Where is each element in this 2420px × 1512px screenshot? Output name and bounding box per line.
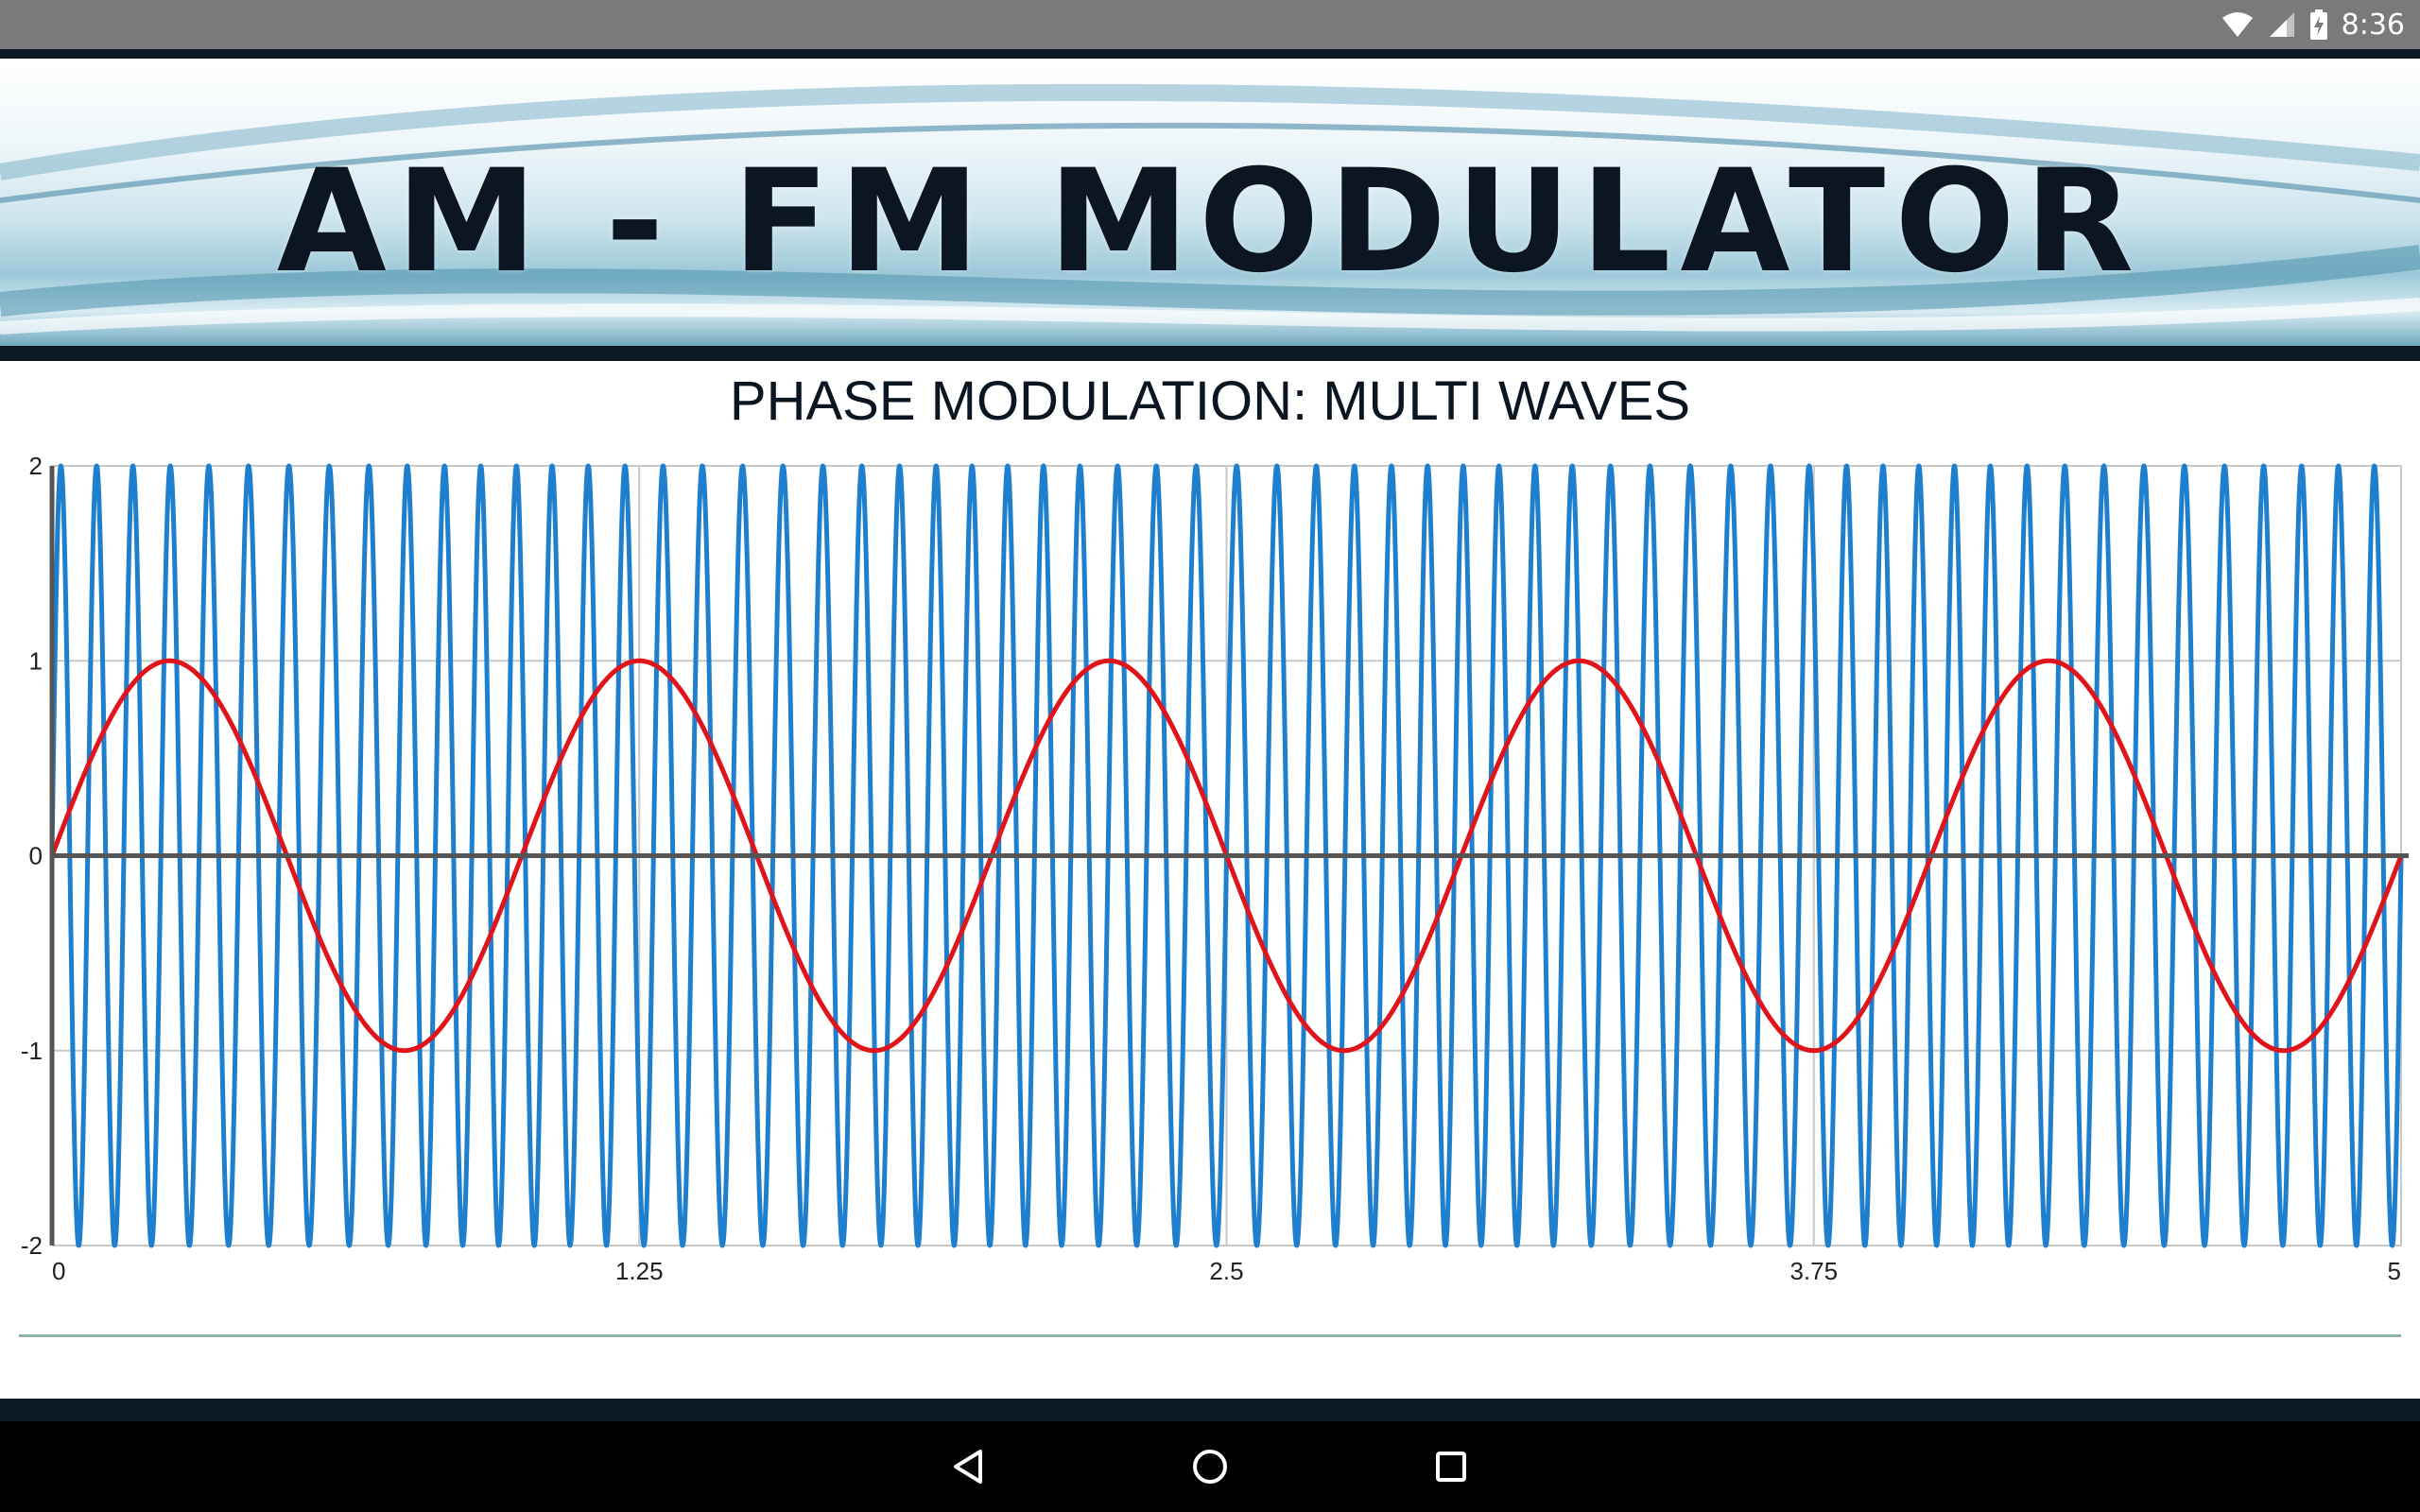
home-button[interactable] <box>1182 1438 1238 1495</box>
navigation-bar <box>0 1421 2420 1512</box>
status-icons: 8:36 <box>2221 0 2405 49</box>
back-button[interactable] <box>941 1438 997 1495</box>
wifi-icon <box>2221 12 2253 37</box>
banner-image: AM - FM MODULATOR <box>0 59 2420 346</box>
banner-title: AM - FM MODULATOR <box>276 140 2144 304</box>
x-tick-label: 3.75 <box>1789 1257 1838 1285</box>
x-tick-label: 5 <box>2388 1257 2401 1285</box>
status-time: 8:36 <box>2341 8 2405 42</box>
recents-button[interactable] <box>1423 1438 1479 1495</box>
y-tick-label: 0 <box>29 842 43 870</box>
bottom-strip <box>0 1399 2420 1421</box>
home-icon <box>1193 1450 1227 1484</box>
status-bar: 8:36 <box>0 0 2420 49</box>
phase-modulation-chart: 0 1.25 2.5 3.75 5 2 1 0 -1 -2 <box>21 452 2409 1285</box>
signal-icon <box>2269 12 2294 37</box>
y-tick-label: 1 <box>29 646 43 675</box>
banner-swoosh <box>0 83 2420 335</box>
battery-charging-icon <box>2309 9 2327 40</box>
app-banner: AM - FM MODULATOR <box>0 49 2420 361</box>
x-tick-label: 1.25 <box>615 1257 664 1285</box>
y-tick-label: -2 <box>21 1231 43 1260</box>
chart-divider <box>19 1334 2401 1337</box>
y-tick-label: 2 <box>29 452 43 480</box>
recents-icon <box>1436 1452 1466 1482</box>
x-tick-label: 0 <box>52 1257 65 1285</box>
y-tick-label: -1 <box>21 1037 43 1065</box>
back-icon <box>954 1450 982 1484</box>
x-tick-label: 2.5 <box>1209 1257 1243 1285</box>
chart-title: PHASE MODULATION: MULTI WAVES <box>729 370 1691 432</box>
